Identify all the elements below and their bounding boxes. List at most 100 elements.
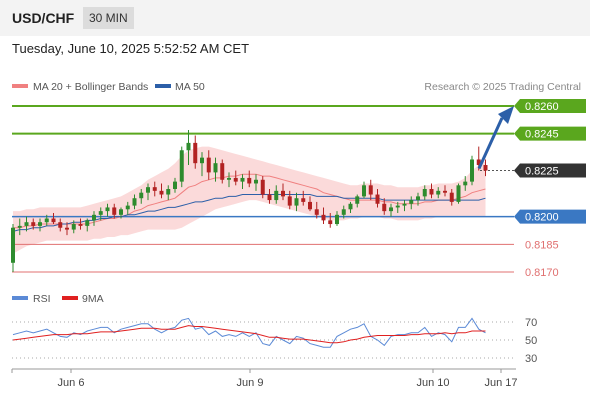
x-axis: Jun 6 Jun 9 Jun 10 Jun 17 xyxy=(11,368,518,389)
candle-body xyxy=(17,225,22,228)
rsi-tick-label: 50 xyxy=(525,335,537,347)
candle-body xyxy=(416,196,420,201)
candle-body xyxy=(409,200,414,204)
candle-body xyxy=(463,181,468,186)
rsi-ma-legend-swatch xyxy=(62,296,78,300)
candle-body xyxy=(38,222,42,226)
candle-body xyxy=(65,227,69,230)
rsi-tick-label: 70 xyxy=(525,317,537,329)
candles xyxy=(11,129,488,272)
candle-body xyxy=(173,181,177,189)
candle-body xyxy=(78,224,83,226)
ma50-legend-swatch xyxy=(155,84,171,88)
level-labels: 0.8260 0.8245 0.8225 0.8200 0.8185 0.8170 xyxy=(514,99,586,279)
candle-body xyxy=(281,190,285,197)
candle-body xyxy=(146,187,150,193)
candle-body xyxy=(206,157,211,173)
candle-body xyxy=(105,207,110,212)
candle-body xyxy=(382,203,387,212)
x-tick-label: Jun 17 xyxy=(484,377,517,389)
ma20-legend-label: MA 20 + Bollinger Bands xyxy=(33,81,148,93)
candle-body xyxy=(368,185,373,195)
candle-body xyxy=(348,203,353,210)
x-tick-label: Jun 10 xyxy=(416,377,449,389)
candle-body xyxy=(44,218,49,223)
candle-body xyxy=(193,142,198,164)
candle-body xyxy=(328,220,333,225)
timestamp: Tuesday, June 10, 2025 5:52:52 AM CET xyxy=(12,41,250,56)
candle-body xyxy=(247,177,252,184)
candle-body xyxy=(125,205,130,210)
x-tick-label: Jun 6 xyxy=(58,377,85,389)
candle-body xyxy=(335,214,339,225)
timeframe-button[interactable]: 30 MIN xyxy=(83,7,134,29)
candle-body xyxy=(294,198,299,206)
candle-body xyxy=(11,227,15,263)
candle-body xyxy=(200,157,204,164)
rsi-ma-line xyxy=(12,325,486,344)
level-label-0.8225: 0.8225 xyxy=(525,166,559,178)
ma20-legend-swatch xyxy=(12,84,28,88)
symbol-label: USD/CHF xyxy=(12,10,75,26)
level-tag-0.8225 xyxy=(514,163,586,178)
candle-body xyxy=(112,207,117,215)
candle-body xyxy=(260,179,265,195)
candle-body xyxy=(436,190,441,195)
candle-body xyxy=(139,192,144,199)
rsi-legend-label: RSI xyxy=(33,293,51,305)
level-label-0.8260: 0.8260 xyxy=(525,101,559,113)
level-tag-0.8245 xyxy=(514,126,586,141)
forecast-arrow-shaft xyxy=(477,117,504,170)
bollinger-band xyxy=(13,146,486,254)
candle-body xyxy=(254,179,258,184)
ma50-line xyxy=(12,194,486,232)
candle-body xyxy=(443,190,447,193)
rsi-ma-legend-label: 9MA xyxy=(82,293,104,305)
rsi-panel: 70 50 30 xyxy=(12,317,537,365)
candle-body xyxy=(429,189,434,195)
candle-body xyxy=(58,222,63,228)
header-bar: USD/CHF 30 MIN xyxy=(0,0,590,36)
level-label-0.8170: 0.8170 xyxy=(525,267,559,279)
candle-body xyxy=(483,165,488,171)
ma50-legend-label: MA 50 xyxy=(175,81,205,93)
candle-body xyxy=(31,222,36,226)
candle-body xyxy=(132,198,137,206)
candle-body xyxy=(233,177,238,182)
candle-body xyxy=(395,205,400,208)
x-tick-label: Jun 9 xyxy=(237,377,264,389)
candle-body xyxy=(24,222,29,226)
candle-body xyxy=(287,196,292,206)
rsi-tick-label: 30 xyxy=(525,353,537,365)
candle-body xyxy=(321,214,326,221)
candle-body xyxy=(51,218,56,223)
candle-body xyxy=(166,189,171,195)
candle-body xyxy=(92,214,96,221)
candle-body xyxy=(220,163,225,180)
level-label-0.8245: 0.8245 xyxy=(525,129,559,141)
candle-body xyxy=(274,190,279,201)
level-tag-0.8260 xyxy=(514,99,586,113)
candle-body xyxy=(213,163,218,173)
level-label-0.8185: 0.8185 xyxy=(525,239,559,251)
candle-body xyxy=(301,198,306,202)
candle-body xyxy=(456,185,461,202)
rsi-legend-swatch xyxy=(12,296,28,300)
candle-body xyxy=(152,187,157,191)
forecast-arrow-head xyxy=(498,106,514,124)
candle-body xyxy=(449,192,454,202)
candle-body xyxy=(389,207,393,212)
candle-body xyxy=(470,159,474,182)
candle-body xyxy=(402,203,407,206)
forecast-arrow xyxy=(477,106,514,170)
level-tag-0.8200 xyxy=(514,209,586,224)
candle-body xyxy=(71,224,76,230)
candle-body xyxy=(98,211,103,215)
candle-body xyxy=(240,177,245,182)
candle-body xyxy=(179,150,184,182)
candle-body xyxy=(355,196,360,204)
candle-body xyxy=(159,190,164,195)
candle-body xyxy=(362,185,366,197)
candle-body xyxy=(186,142,191,151)
